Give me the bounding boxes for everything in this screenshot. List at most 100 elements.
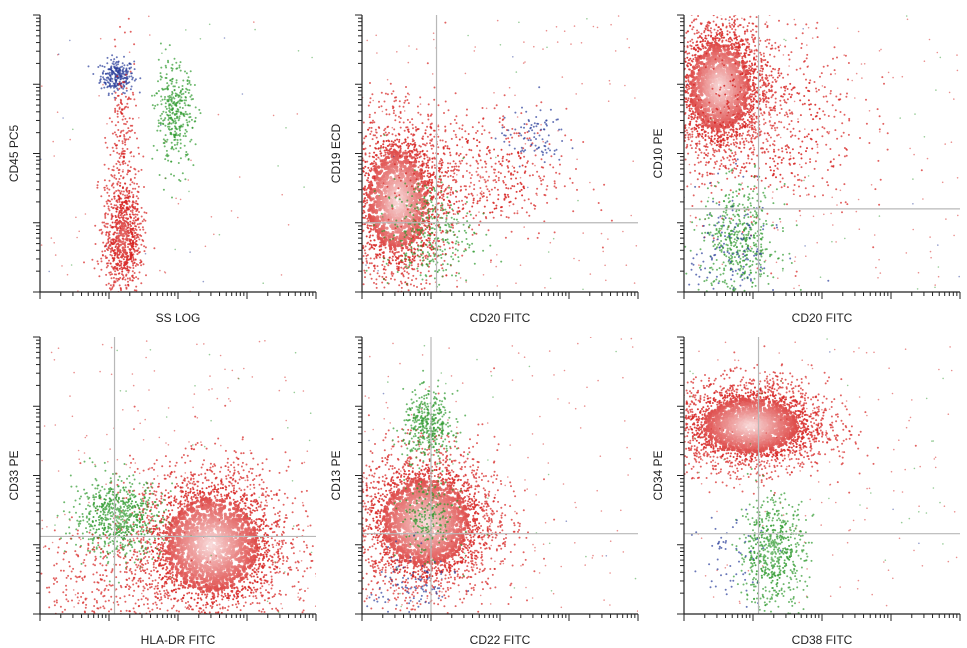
data-point: [123, 234, 126, 237]
data-point: [116, 75, 119, 78]
data-point: [91, 258, 94, 261]
data-point: [366, 201, 369, 204]
data-point: [421, 185, 424, 188]
data-point: [437, 240, 440, 243]
data-point: [174, 120, 177, 122]
data-point: [389, 210, 393, 214]
data-point: [409, 121, 411, 124]
data-point: [167, 59, 169, 62]
data-point: [129, 304, 131, 306]
data-point: [398, 121, 401, 124]
data-point: [404, 260, 407, 263]
data-point: [493, 186, 496, 189]
data-point: [112, 233, 115, 236]
data-point: [403, 192, 407, 196]
data-point: [171, 63, 174, 66]
data-point: [110, 85, 113, 88]
data-point: [439, 178, 442, 181]
data-point: [426, 169, 429, 172]
data-point: [607, 100, 610, 102]
data-point: [170, 147, 173, 150]
data-point: [429, 142, 431, 145]
data-point: [437, 180, 440, 183]
data-point: [125, 79, 128, 82]
data-point: [553, 182, 556, 185]
data-point: [277, 165, 279, 167]
data-point: [465, 201, 468, 203]
data-point: [406, 128, 409, 131]
data-point: [441, 267, 444, 270]
data-point: [417, 185, 420, 188]
data-point: [485, 185, 488, 188]
data-point: [389, 246, 393, 250]
data-point: [131, 275, 133, 277]
data-point: [385, 113, 388, 116]
data-point: [538, 175, 541, 178]
data-point: [139, 259, 142, 262]
data-point: [628, 46, 630, 49]
data-point: [485, 196, 488, 199]
data-point: [134, 219, 137, 222]
data-point: [416, 229, 419, 232]
data-point: [450, 216, 453, 219]
data-point: [346, 188, 348, 190]
data-point: [504, 193, 506, 195]
data-point: [427, 217, 430, 220]
data-point: [385, 108, 388, 111]
data-point: [185, 119, 188, 122]
data-point: [375, 244, 378, 246]
data-point: [433, 38, 435, 41]
data-point: [426, 125, 429, 128]
data-point: [381, 281, 384, 284]
data-point: [125, 327, 127, 329]
data-point: [174, 114, 176, 116]
data-point: [117, 63, 119, 66]
data-point: [443, 243, 446, 246]
data-point: [380, 152, 383, 155]
data-point: [421, 149, 424, 152]
data-point: [115, 224, 118, 226]
data-point: [419, 150, 422, 153]
data-point: [409, 233, 413, 237]
data-point: [129, 206, 132, 209]
data-point: [412, 218, 415, 221]
data-point: [500, 206, 503, 208]
data-point: [340, 258, 342, 260]
data-point: [540, 166, 543, 169]
data-point: [120, 190, 123, 193]
data-point: [573, 257, 575, 260]
data-point: [241, 93, 244, 95]
data-point: [422, 229, 425, 232]
data-point: [492, 202, 495, 204]
data-point: [119, 232, 122, 235]
data-point: [511, 185, 514, 187]
data-point: [378, 177, 382, 181]
data-point: [398, 262, 400, 265]
data-point: [445, 268, 448, 271]
data-point: [366, 226, 369, 229]
data-point: [131, 206, 134, 209]
data-point: [441, 204, 444, 207]
data-point: [365, 172, 368, 175]
data-point: [176, 134, 178, 137]
data-point: [122, 190, 125, 193]
data-point: [368, 207, 372, 211]
data-point: [132, 93, 135, 96]
data-point: [410, 204, 413, 206]
data-point: [387, 264, 390, 267]
data-point: [417, 208, 420, 211]
data-point: [189, 70, 192, 73]
data-point: [426, 201, 429, 204]
data-point: [110, 65, 113, 68]
data-point: [414, 255, 417, 258]
data-point: [322, 163, 324, 165]
data-point: [458, 154, 461, 157]
series-green-3: [365, 18, 588, 292]
data-point: [102, 76, 105, 79]
data-point: [120, 209, 123, 212]
data-point: [114, 124, 117, 127]
data-point: [171, 127, 174, 130]
data-point: [372, 264, 375, 267]
data-point: [170, 96, 173, 99]
data-point: [125, 217, 128, 220]
